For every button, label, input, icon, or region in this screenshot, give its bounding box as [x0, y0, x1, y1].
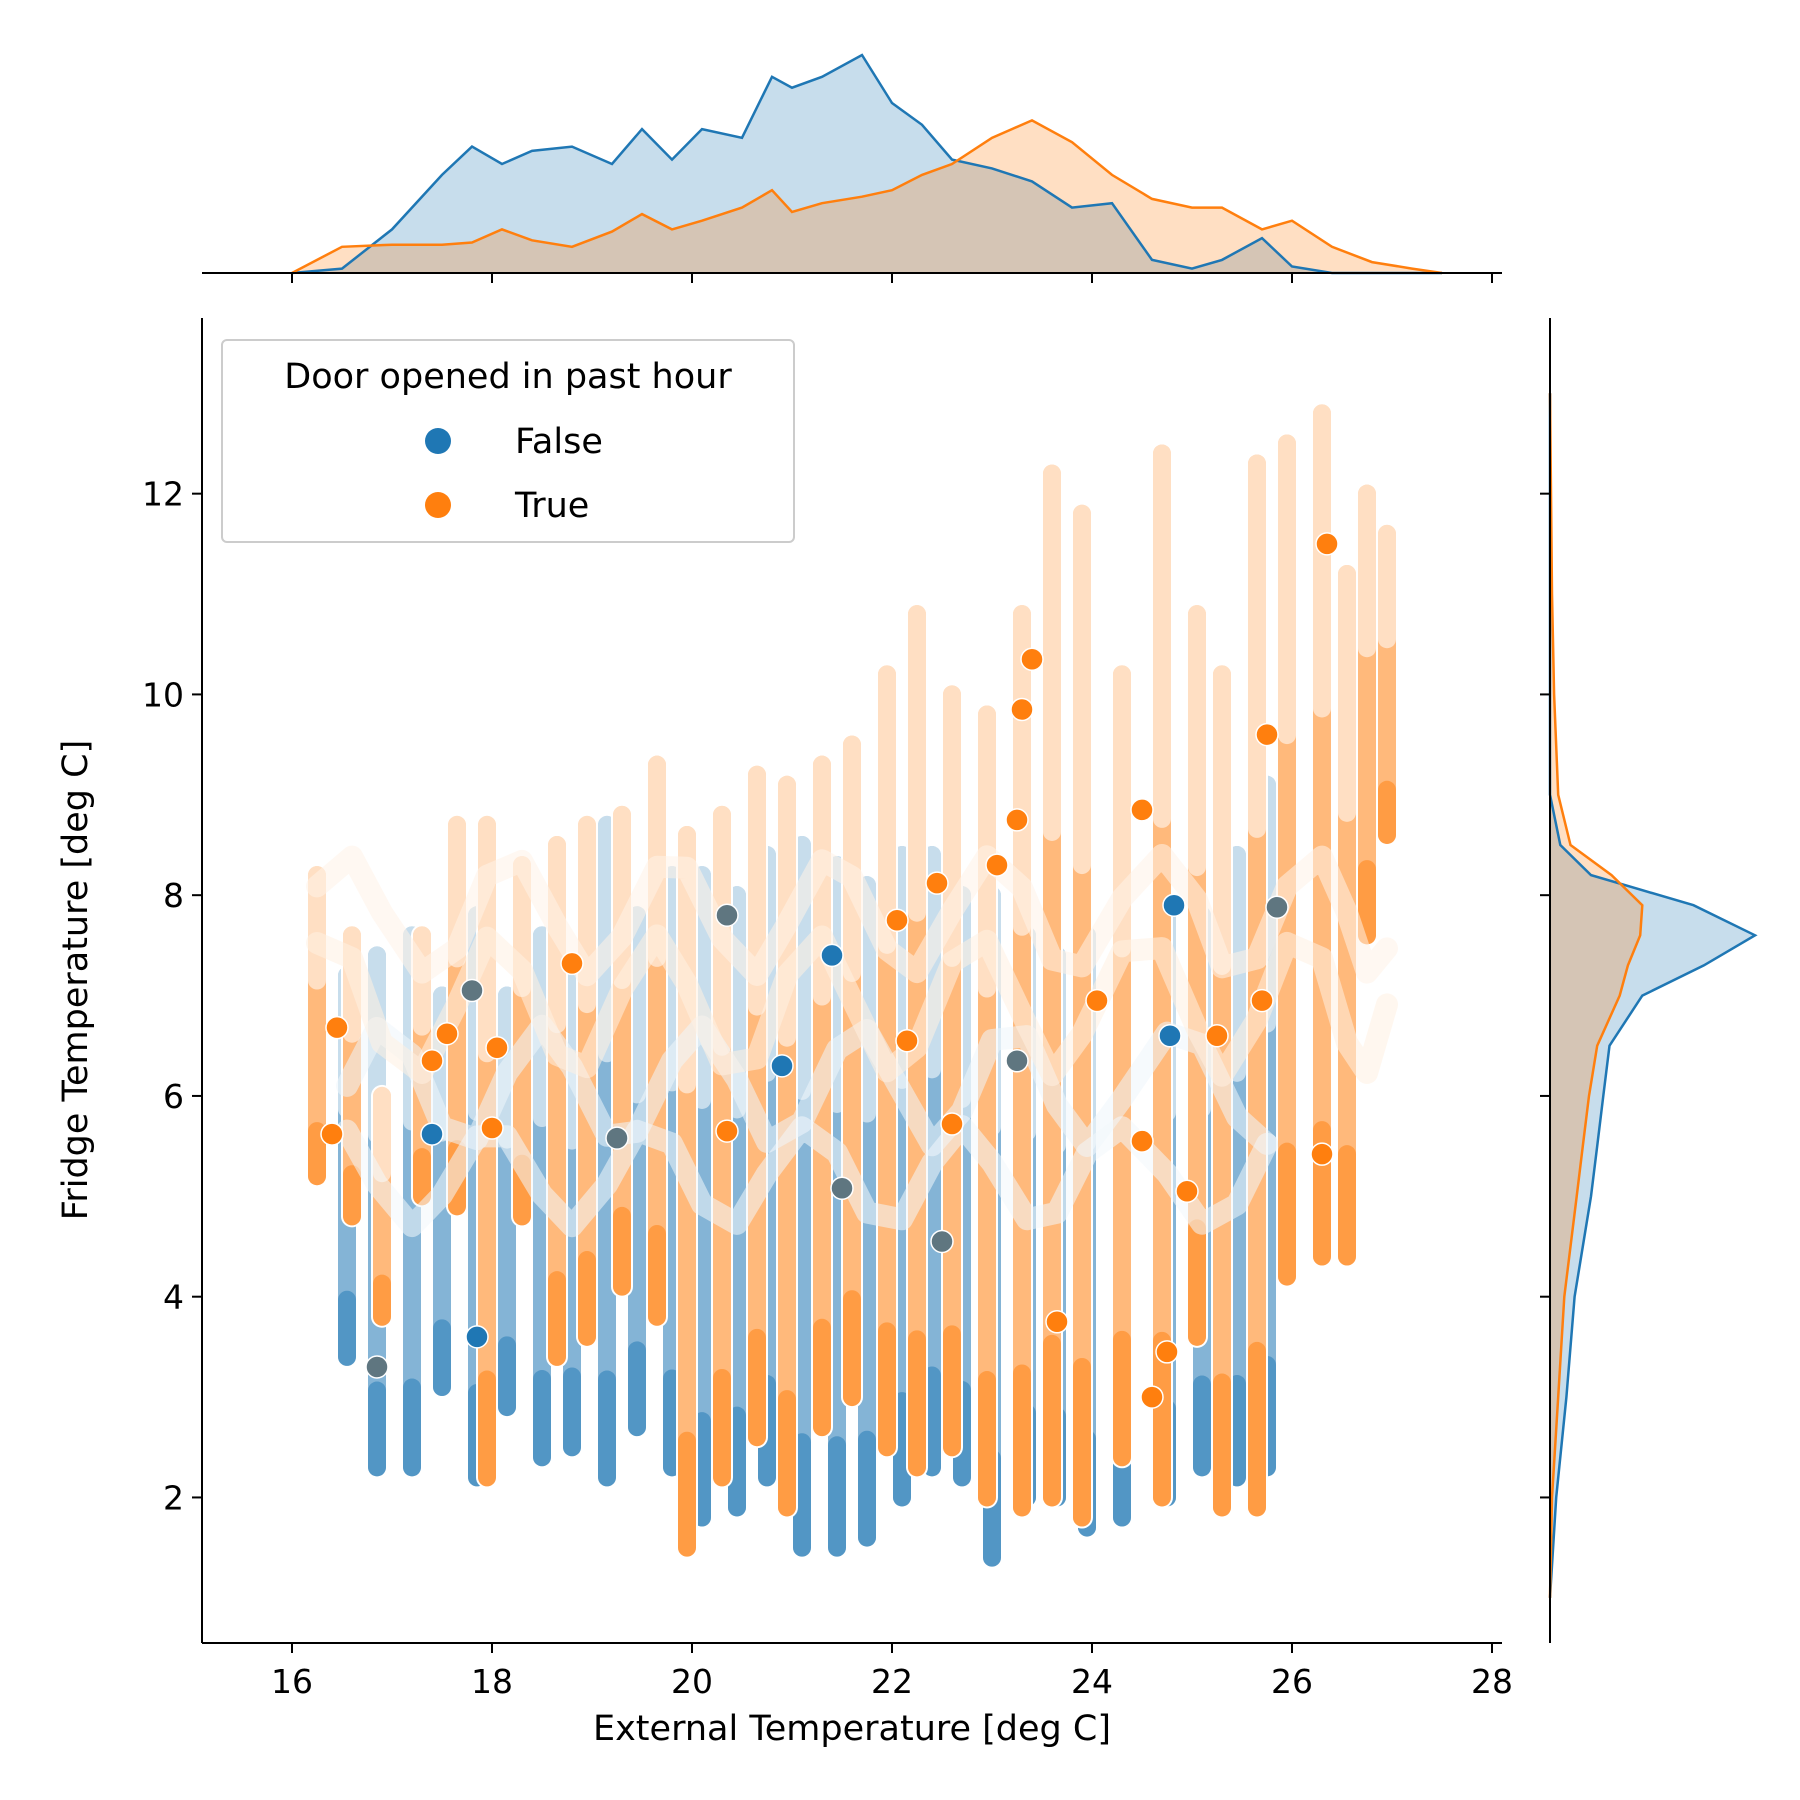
scatter-point-true	[1130, 798, 1154, 822]
scatter-point-true	[895, 1028, 919, 1053]
y-tick-label: 12	[142, 475, 184, 514]
scatter-point-true	[1205, 1023, 1229, 1048]
scatter-point-true	[480, 1116, 504, 1140]
scatter-point-overlap	[715, 903, 739, 928]
y-tick-label: 8	[163, 876, 184, 915]
y-kde-line-true	[1548, 393, 1644, 1598]
scatter-trace	[306, 924, 1398, 1087]
scatter-points-layer	[306, 402, 1398, 1569]
scatter-point-false	[1158, 1023, 1182, 1048]
scatter-point-true	[1255, 722, 1279, 747]
scatter-point-true	[1010, 697, 1034, 722]
scatter-point-false	[820, 943, 844, 968]
scatter-highlight-points	[320, 532, 1339, 1409]
scatter-point-true	[1045, 1310, 1069, 1334]
scatter-point-overlap	[830, 1176, 854, 1201]
scatter-point-true	[485, 1036, 509, 1060]
legend-marker-false	[425, 428, 451, 454]
x-tick-label: 22	[871, 1662, 913, 1701]
scatter-point-overlap	[605, 1126, 629, 1150]
scatter-point-true	[885, 908, 909, 933]
scatter-point-true	[1020, 647, 1044, 672]
scatter-point-overlap	[460, 978, 484, 1003]
legend-frame	[221, 339, 795, 543]
legend-title: Door opened in past hour	[284, 357, 732, 397]
y-tick-label: 2	[163, 1478, 184, 1517]
legend-marker-true	[425, 492, 451, 518]
scatter-point-true	[1250, 988, 1274, 1013]
x-marginal-kde-curves	[291, 53, 1443, 275]
legend-label-false: False	[515, 422, 603, 462]
scatter-point-true	[435, 1021, 459, 1046]
y-marginal-kde-curves	[1548, 393, 1758, 1598]
y-kde-fill-false	[1550, 393, 1755, 1598]
scatter-point-false	[465, 1325, 489, 1349]
y-marginal-kde	[1540, 318, 1758, 1643]
x-tick-label: 28	[1471, 1662, 1513, 1701]
x-tick-label: 16	[271, 1662, 313, 1701]
x-marginal-ticks	[291, 273, 1493, 283]
y-tick-label: 4	[163, 1278, 184, 1317]
scatter-point-true	[560, 951, 584, 976]
legend: Door opened in past hour False True	[221, 339, 795, 543]
x-axis-ticks: 16 18 20 22 24 26 28	[271, 1643, 1513, 1701]
scatter-point-true	[925, 871, 949, 895]
scatter-point-true	[1310, 1142, 1334, 1166]
scatter-point-true	[325, 1015, 349, 1040]
x-kde-line-false	[291, 53, 1442, 275]
x-axis-label: External Temperature [deg C]	[593, 1709, 1111, 1749]
scatter-point-true	[420, 1049, 444, 1073]
scatter-point-overlap	[930, 1229, 954, 1254]
scatter-point-true	[940, 1112, 964, 1136]
scatter-point-true	[320, 1122, 344, 1146]
scatter-point-true	[1085, 988, 1109, 1013]
scatter-point-true	[715, 1119, 739, 1143]
scatter-point-true	[1175, 1179, 1199, 1204]
scatter-point-true	[1005, 808, 1029, 832]
x-marginal-kde	[202, 53, 1502, 283]
scatter-point-overlap	[365, 1355, 389, 1379]
y-tick-label: 6	[163, 1077, 184, 1116]
y-kde-fill-true	[1550, 393, 1643, 1598]
scatter-point-true	[1315, 532, 1339, 556]
scatter-point-false	[1162, 893, 1186, 917]
scatter-point-overlap	[1005, 1049, 1029, 1073]
scatter-point-false	[420, 1122, 444, 1146]
x-tick-label: 18	[471, 1662, 513, 1701]
x-tick-label: 26	[1271, 1662, 1313, 1701]
y-axis-ticks: 2 4 6 8 10 12	[142, 475, 202, 1517]
x-kde-line-true	[291, 119, 1443, 275]
scatter-trace	[306, 844, 1398, 987]
scatter-point-true	[985, 853, 1009, 877]
x-tick-label: 24	[1071, 1662, 1113, 1701]
y-axis-label: Fridge Temperature [deg C]	[56, 740, 96, 1220]
y-marginal-ticks	[1540, 492, 1550, 1499]
scatter-point-false	[770, 1054, 794, 1078]
x-kde-fill-false	[292, 55, 1442, 273]
scatter-point-true	[1140, 1385, 1164, 1409]
x-tick-label: 20	[671, 1662, 713, 1701]
scatter-point-overlap	[1265, 895, 1289, 919]
scatter-point-true	[1155, 1340, 1179, 1364]
scatter-point-true	[1130, 1129, 1154, 1153]
legend-label-true: True	[514, 486, 589, 526]
y-tick-label: 10	[142, 675, 184, 714]
